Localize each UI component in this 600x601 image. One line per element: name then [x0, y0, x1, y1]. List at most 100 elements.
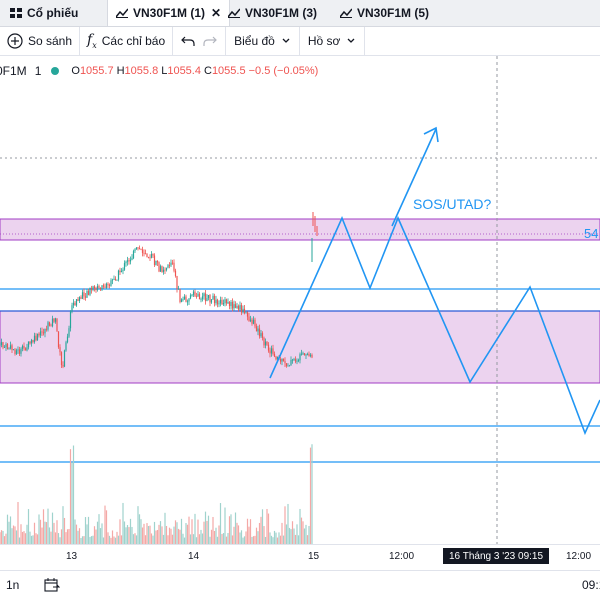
volume-bar — [8, 521, 10, 544]
redo-button[interactable] — [199, 27, 225, 55]
market-status-dot — [51, 67, 60, 75]
candle-body — [189, 295, 192, 299]
projection-arrow-line[interactable] — [391, 128, 437, 227]
volume-bar — [215, 527, 217, 544]
candle-body — [219, 299, 222, 304]
candle-body — [171, 262, 174, 264]
volume-bar — [281, 522, 283, 544]
candle-body — [128, 260, 130, 262]
volume-bar — [146, 523, 148, 544]
volume-bar — [242, 537, 244, 544]
tab-vn30f1m-3[interactable]: VN30F1M (3) — [228, 0, 317, 26]
annotation-text[interactable]: SOS/UTAD? — [413, 196, 492, 212]
volume-bar — [119, 519, 121, 544]
tab-vn30f1m-5[interactable]: VN30F1M (5) — [340, 0, 429, 26]
candle-body — [26, 347, 28, 351]
candle-body — [3, 347, 6, 348]
candle-body — [194, 291, 196, 297]
candle-body — [306, 353, 309, 355]
volume-bar — [42, 509, 45, 544]
candle-body — [33, 335, 36, 342]
candle-body — [54, 318, 57, 322]
candle-body — [248, 316, 250, 321]
candle-body — [270, 348, 273, 354]
candle-body — [182, 299, 184, 301]
volume-bar — [39, 519, 42, 544]
chart-canvas[interactable] — [0, 56, 600, 544]
candle-body — [174, 270, 177, 277]
candle-body — [246, 312, 249, 317]
volume-bar — [288, 527, 291, 544]
candle-body — [39, 331, 42, 336]
volume-bar — [234, 512, 237, 544]
candle-body — [309, 354, 312, 356]
timeframe[interactable]: 1 — [34, 64, 42, 78]
candle-body — [261, 333, 264, 338]
volume-bar — [230, 514, 232, 544]
tab-stocks[interactable]: Cổ phiếu — [10, 0, 78, 26]
close-icon[interactable]: ✕ — [211, 6, 222, 20]
indicators-button[interactable]: fx Các chỉ báo — [80, 27, 172, 55]
volume-bar — [80, 537, 82, 544]
volume-bar — [197, 519, 199, 544]
volume-bar — [201, 533, 204, 544]
low-value: 1055.4 — [167, 65, 201, 77]
candle-body — [299, 354, 301, 361]
candle-body — [29, 341, 31, 344]
time-axis[interactable]: 13 14 15 12:00 16 Tháng 3 '23 09:15 12:0… — [0, 544, 600, 567]
candle-body — [141, 249, 144, 253]
trading-range-zone[interactable] — [0, 310, 600, 384]
profile-menu-button[interactable]: Hồ sơ — [300, 27, 365, 55]
candle-body — [218, 303, 220, 305]
volume-bar — [149, 525, 151, 544]
candle-body — [99, 287, 102, 290]
candle-body — [293, 359, 295, 361]
candle-body — [224, 299, 226, 304]
volume-bar — [66, 529, 69, 544]
volume-bar — [132, 534, 135, 544]
tab-vn30f1m-1[interactable]: VN30F1M (1) ✕ — [107, 0, 231, 26]
candle-body — [153, 255, 156, 265]
upper-supply-zone[interactable] — [0, 218, 600, 241]
candle-body — [114, 278, 117, 281]
candle-body — [288, 365, 291, 367]
candle-body — [159, 266, 162, 272]
volume-bar — [240, 530, 243, 544]
volume-bar — [155, 530, 157, 544]
candle-body — [131, 258, 133, 260]
compare-button[interactable]: So sánh — [0, 27, 79, 55]
candle-body — [102, 285, 105, 287]
symbol-name[interactable]: 0F1M — [0, 64, 27, 78]
volume-bar — [272, 537, 274, 544]
candle-body — [62, 365, 64, 367]
volume-bar — [111, 530, 114, 544]
volume-bar — [53, 522, 55, 544]
candle-body — [126, 260, 129, 262]
profile-menu-label: Hồ sơ — [307, 34, 341, 48]
candle-body — [45, 328, 48, 330]
volume-bar — [251, 536, 253, 544]
volume-bar — [308, 526, 310, 544]
volume-bar — [92, 535, 94, 544]
volume-bar — [36, 534, 39, 544]
volume-bar — [140, 519, 142, 544]
calendar-goto-icon[interactable] — [44, 578, 60, 592]
volume-bar — [179, 529, 181, 544]
candle-body — [21, 345, 24, 349]
volume-bar — [89, 536, 91, 544]
volume-bar — [254, 535, 256, 544]
range-1d-button[interactable]: 1n — [6, 578, 20, 592]
candle-body — [222, 303, 225, 305]
candle-body — [90, 287, 93, 290]
candle-body — [155, 260, 157, 265]
undo-button[interactable] — [173, 27, 199, 55]
volume-bar — [18, 537, 21, 544]
volume-bar — [165, 525, 168, 544]
volume-bar — [62, 506, 64, 544]
volume-bar — [117, 535, 120, 544]
divider — [364, 27, 366, 55]
crosshair-time-label: 16 Tháng 3 '23 09:15 — [443, 548, 550, 564]
volume-bar — [246, 518, 249, 544]
chart-menu-button[interactable]: Biểu đồ — [226, 27, 299, 55]
projected-path[interactable] — [269, 215, 600, 436]
